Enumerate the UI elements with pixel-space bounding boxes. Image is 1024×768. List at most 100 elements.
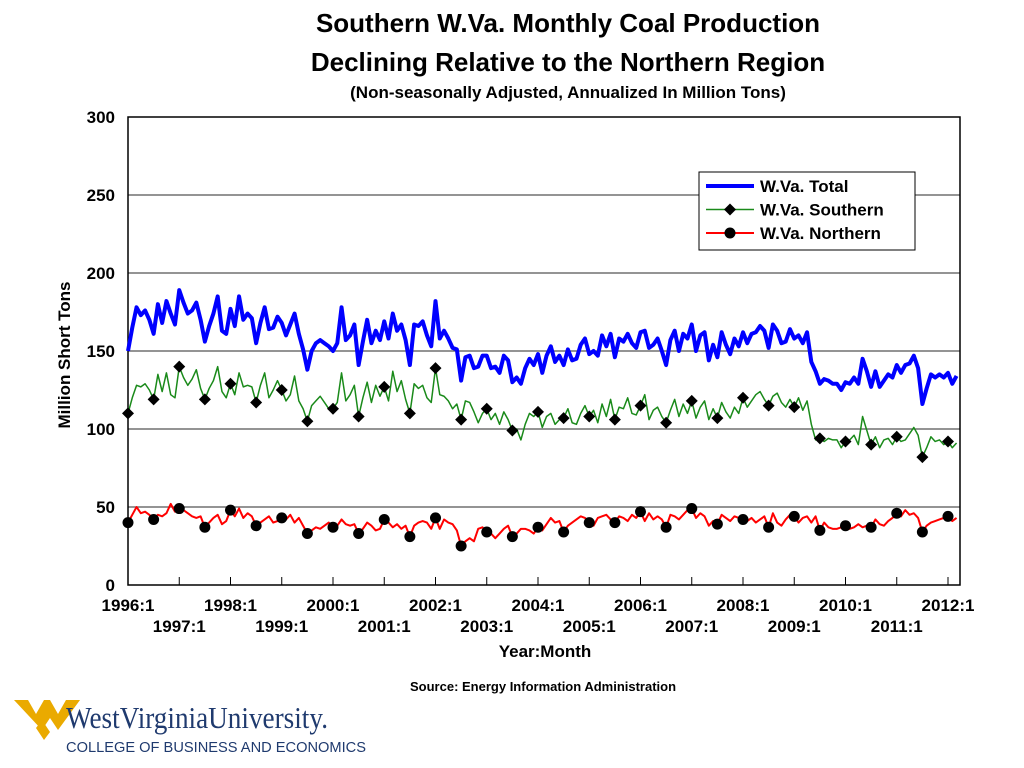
data-point-w-va-northern — [916, 526, 928, 538]
data-point-w-va-northern — [506, 531, 518, 543]
data-point-w-va-southern — [327, 402, 339, 415]
x-tick-label: 2012:1 — [922, 596, 975, 615]
data-point-w-va-northern — [327, 521, 339, 533]
data-point-w-va-southern — [429, 362, 442, 375]
data-point-w-va-southern — [173, 360, 186, 373]
data-point-w-va-northern — [635, 506, 646, 518]
y-tick-label: 0 — [106, 576, 115, 595]
data-point-w-va-southern — [685, 394, 698, 407]
data-point-w-va-northern — [532, 521, 544, 533]
data-point-w-va-southern — [122, 407, 134, 420]
legend-label-w-va-total: W.Va. Total — [760, 177, 848, 196]
y-tick-label: 300 — [87, 108, 115, 127]
x-tick-label: 2005:1 — [563, 617, 616, 636]
data-point-w-va-southern — [813, 432, 826, 445]
data-point-w-va-northern — [353, 528, 365, 540]
logo-wordmark: WestVirginiaUniversity. — [66, 700, 328, 735]
data-point-w-va-northern — [609, 517, 621, 529]
legend-label-w-va-southern: W.Va. Southern — [760, 201, 884, 220]
y-axis-label: Million Short Tons — [55, 282, 74, 429]
data-point-w-va-southern — [198, 393, 211, 406]
y-tick-label: 150 — [87, 342, 115, 361]
x-tick-label: 2001:1 — [358, 617, 411, 636]
data-point-w-va-northern — [455, 540, 467, 552]
chart-title-line2: Declining Relative to the Northern Regio… — [310, 47, 826, 77]
legend-marker-w-va-northern — [724, 227, 736, 239]
data-point-w-va-southern — [890, 430, 903, 443]
data-point-w-va-southern — [480, 402, 493, 415]
data-point-w-va-northern — [301, 528, 313, 540]
data-point-w-va-southern — [352, 410, 365, 423]
data-point-w-va-southern — [224, 377, 237, 390]
data-point-w-va-northern — [737, 513, 749, 525]
data-point-w-va-southern — [403, 407, 416, 420]
series-w-va-total — [126, 288, 959, 407]
data-point-w-va-southern — [737, 391, 749, 404]
y-tick-label: 250 — [87, 186, 115, 205]
x-axis-label: Year:Month — [499, 642, 592, 661]
data-point-w-va-northern — [788, 510, 800, 522]
data-point-w-va-northern — [481, 526, 493, 538]
data-point-w-va-southern — [788, 401, 801, 414]
data-point-w-va-southern — [942, 435, 954, 448]
x-axis: 1996:1 1997:1 1998:1 1999:1 2000:1 2001:1 2002… — [102, 577, 975, 636]
source-note: Source: Energy Information Administratio… — [410, 679, 677, 694]
data-point-w-va-southern — [532, 405, 544, 418]
y-tick-label: 200 — [87, 264, 115, 283]
x-tick-label: 2009:1 — [768, 617, 821, 636]
chart-subtitle: (Non-seasonally Adjusted, Annualized In … — [350, 83, 786, 102]
data-point-w-va-northern — [558, 526, 570, 538]
legend: W.Va. Total W.Va. Southern W.Va. Northern — [698, 171, 916, 251]
data-point-w-va-northern — [840, 520, 851, 532]
data-point-w-va-southern — [557, 412, 570, 425]
data-point-w-va-northern — [891, 507, 903, 519]
data-point-w-va-southern — [250, 396, 263, 409]
x-tick-label: 2010:1 — [819, 596, 872, 615]
series-group — [122, 288, 959, 552]
data-point-w-va-southern — [634, 399, 647, 412]
data-point-w-va-southern — [608, 413, 621, 426]
data-point-w-va-northern — [404, 531, 416, 543]
data-point-w-va-northern — [122, 517, 134, 529]
x-tick-label: 2004:1 — [512, 596, 565, 615]
logo-subtitle: COLLEGE OF BUSINESS AND ECONOMICS — [66, 739, 366, 756]
series-w-va-northern — [122, 502, 958, 552]
data-point-w-va-northern — [250, 520, 262, 532]
x-tick-label: 2003:1 — [460, 617, 513, 636]
data-point-w-va-southern — [301, 415, 314, 428]
x-tick-label: 1997:1 — [153, 617, 206, 636]
data-point-w-va-northern — [711, 518, 723, 530]
x-tick-label: 2008:1 — [717, 596, 770, 615]
data-point-w-va-southern — [583, 410, 596, 423]
data-point-w-va-northern — [660, 521, 672, 533]
data-point-w-va-southern — [839, 435, 852, 448]
y-tick-label: 50 — [96, 498, 115, 517]
data-point-w-va-northern — [378, 513, 390, 525]
legend-label-w-va-northern: W.Va. Northern — [760, 224, 881, 243]
data-point-w-va-southern — [378, 380, 391, 393]
data-point-w-va-northern — [148, 513, 160, 525]
data-point-w-va-southern — [916, 451, 929, 464]
x-tick-label: 2007:1 — [665, 617, 718, 636]
data-point-w-va-northern — [814, 524, 826, 536]
data-point-w-va-northern — [583, 517, 595, 529]
data-point-w-va-southern — [865, 438, 878, 451]
x-tick-label: 1998:1 — [204, 596, 257, 615]
data-point-w-va-southern — [660, 416, 673, 429]
y-axis: 0 50 100 150 200 250 300 — [87, 108, 115, 595]
data-point-w-va-northern — [173, 503, 185, 515]
data-point-w-va-southern — [455, 413, 468, 426]
data-point-w-va-northern — [430, 512, 441, 524]
x-tick-label: 1996:1 — [102, 596, 155, 615]
x-tick-label: 2000:1 — [307, 596, 360, 615]
x-tick-label: 2006:1 — [614, 596, 667, 615]
data-point-w-va-northern — [865, 521, 877, 533]
data-point-w-va-southern — [711, 412, 724, 425]
flying-wv-icon — [14, 700, 80, 740]
y-tick-label: 100 — [87, 420, 115, 439]
series-w-va-southern — [122, 360, 958, 464]
series-line-w-va-total — [126, 288, 959, 407]
data-point-w-va-northern — [763, 521, 775, 533]
wvu-logo: WestVirginiaUniversity. COLLEGE OF BUSIN… — [14, 700, 366, 756]
